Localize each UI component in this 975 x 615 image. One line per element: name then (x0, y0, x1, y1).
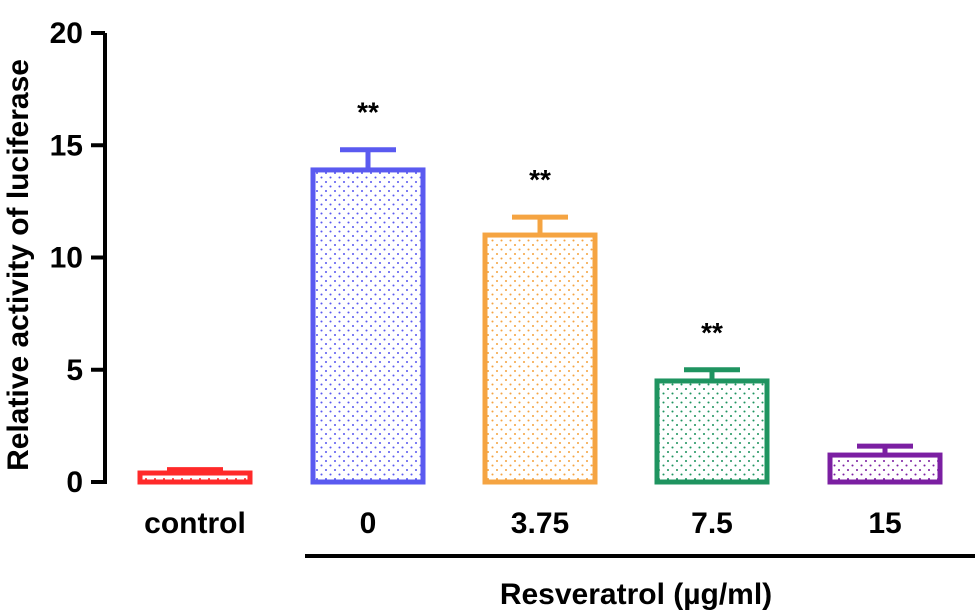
significance-label: ** (701, 317, 723, 348)
y-tick-label: 20 (50, 17, 83, 50)
significance-label: ** (529, 164, 551, 195)
x-tick-label: 0 (360, 507, 377, 540)
bar-control (137, 470, 253, 485)
bar-0 (310, 167, 426, 485)
y-axis-title: Relative activity of luciferase (2, 59, 35, 471)
x-tick-label: 7.5 (691, 507, 733, 540)
y-tick-label: 15 (50, 129, 83, 162)
bar-15 (827, 452, 943, 485)
bars-layer: ** ** ** (137, 97, 943, 485)
x-axis-labels: control 0 3.75 7.5 15 (144, 507, 902, 540)
x-tick-label: control (144, 507, 246, 540)
x-tick-label: 15 (868, 507, 901, 540)
bar-7.5 (654, 378, 770, 485)
group-label: Resveratrol (µg/ml) (500, 578, 772, 611)
x-tick-label: 3.75 (511, 507, 569, 540)
y-axis: 0 5 10 15 20 (50, 17, 107, 499)
y-tick-label: 10 (50, 242, 83, 275)
y-tick-label: 5 (66, 354, 83, 387)
bar-3.75 (482, 232, 598, 485)
y-tick-label: 0 (66, 466, 83, 499)
significance-label: ** (357, 97, 379, 128)
